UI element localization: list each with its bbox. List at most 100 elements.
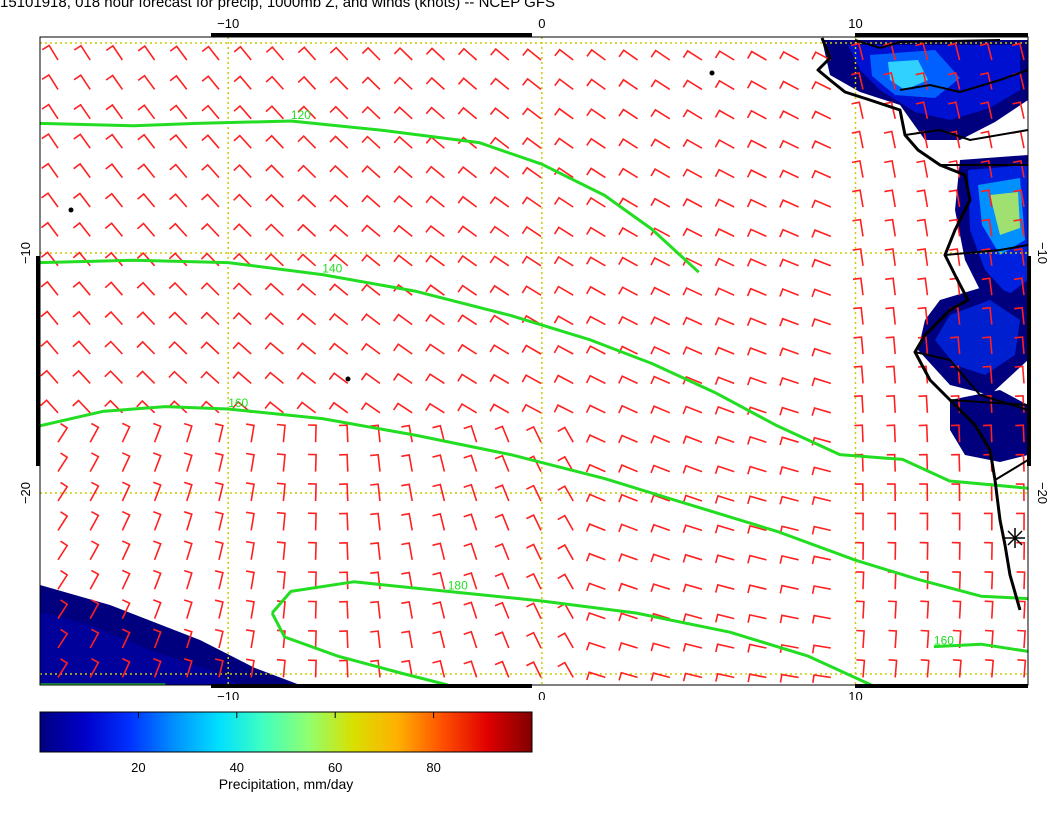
wind-barb xyxy=(586,48,606,61)
wind-barb xyxy=(168,222,188,237)
wind-barb xyxy=(121,628,131,649)
wind-barb xyxy=(308,541,317,560)
wind-barb xyxy=(245,511,255,531)
wind-barb xyxy=(746,80,767,91)
wind-barb xyxy=(526,425,542,443)
wind-barb xyxy=(855,571,865,590)
wind-barb xyxy=(526,661,542,678)
height-contour xyxy=(40,405,1028,601)
wind-barb xyxy=(714,257,735,267)
wind-barb xyxy=(308,630,317,649)
wind-barb xyxy=(714,139,735,149)
wind-barb xyxy=(121,422,131,443)
wind-barb xyxy=(779,139,799,149)
wind-barb xyxy=(425,76,445,90)
wind-barb xyxy=(521,166,542,179)
wind-barb xyxy=(553,374,574,385)
wind-barb xyxy=(950,365,961,384)
wind-barb xyxy=(401,483,413,502)
wind-barb xyxy=(297,105,317,120)
wind-barb xyxy=(401,542,413,560)
wind-barb xyxy=(682,672,703,682)
wind-barb xyxy=(526,631,542,649)
wind-barb xyxy=(981,218,993,237)
wind-barb xyxy=(885,336,896,355)
wind-barb xyxy=(586,108,606,120)
wind-barb xyxy=(339,424,349,443)
wind-barb xyxy=(883,42,896,61)
wind-barb xyxy=(682,197,703,208)
wind-barb xyxy=(457,373,478,385)
wind-barb xyxy=(489,373,510,385)
wind-barb xyxy=(918,394,929,413)
wind-barb xyxy=(888,629,898,649)
wind-barb xyxy=(121,452,131,472)
height-contour xyxy=(933,642,1028,653)
wind-barb xyxy=(887,541,897,560)
wind-barb xyxy=(57,540,69,561)
wind-barb xyxy=(618,612,638,622)
wind-barb xyxy=(650,316,671,326)
wind-barb xyxy=(811,317,832,327)
wind-barb xyxy=(73,162,91,179)
wind-barb xyxy=(779,554,799,564)
wind-barb xyxy=(747,613,767,623)
wind-barb xyxy=(1017,629,1026,649)
wind-barb xyxy=(297,253,317,267)
wind-barb xyxy=(554,78,574,91)
wind-barb xyxy=(746,169,767,179)
wind-barb xyxy=(308,659,317,678)
wind-barb xyxy=(980,130,993,149)
wind-barb xyxy=(526,514,542,531)
wind-barb xyxy=(200,282,220,296)
wind-barb xyxy=(328,372,349,385)
precip-area xyxy=(935,300,1020,375)
country-border xyxy=(854,39,1001,50)
wind-barb xyxy=(851,101,864,119)
wind-barb xyxy=(57,422,69,443)
wind-barb xyxy=(779,436,799,446)
wind-barb xyxy=(489,195,510,208)
wind-barb xyxy=(40,221,59,237)
wind-barb xyxy=(682,79,703,91)
wind-barb xyxy=(557,455,574,472)
wind-barb xyxy=(979,71,993,90)
wind-barb xyxy=(852,248,864,266)
frame-bar xyxy=(1027,256,1031,466)
wind-barb xyxy=(1017,659,1027,678)
wind-barb xyxy=(489,166,510,179)
wind-barb xyxy=(40,399,59,414)
wind-barb xyxy=(811,169,832,179)
wind-barb xyxy=(232,371,252,385)
wind-barb xyxy=(950,394,961,413)
wind-barb xyxy=(884,159,896,178)
wind-barb xyxy=(233,163,252,179)
wind-barb xyxy=(585,374,606,385)
wind-barb xyxy=(984,600,994,619)
contour-label: 120 xyxy=(291,108,311,122)
wind-barb xyxy=(715,643,735,653)
wind-barb xyxy=(233,134,252,149)
wind-barb xyxy=(393,254,413,267)
wind-barb xyxy=(339,659,349,678)
wind-barb xyxy=(401,630,413,649)
wind-barb xyxy=(1016,571,1026,590)
wind-barb xyxy=(41,192,59,208)
wind-barb xyxy=(296,312,317,326)
lat-tick-label-left: −10 xyxy=(18,242,33,264)
wind-barb xyxy=(169,45,188,61)
wind-barb xyxy=(494,425,510,443)
wind-barb xyxy=(747,584,767,594)
wind-barb xyxy=(919,571,929,590)
wind-barb xyxy=(89,657,100,678)
wind-barb xyxy=(308,512,317,531)
wind-barb xyxy=(682,286,703,296)
wind-barb xyxy=(618,464,638,473)
wind-barb xyxy=(401,571,413,590)
wind-barb xyxy=(682,227,703,238)
wind-barb xyxy=(888,659,898,678)
wind-barb xyxy=(200,341,220,355)
wind-barb xyxy=(618,434,638,444)
wind-barb xyxy=(779,643,799,653)
wind-barb xyxy=(264,341,284,355)
